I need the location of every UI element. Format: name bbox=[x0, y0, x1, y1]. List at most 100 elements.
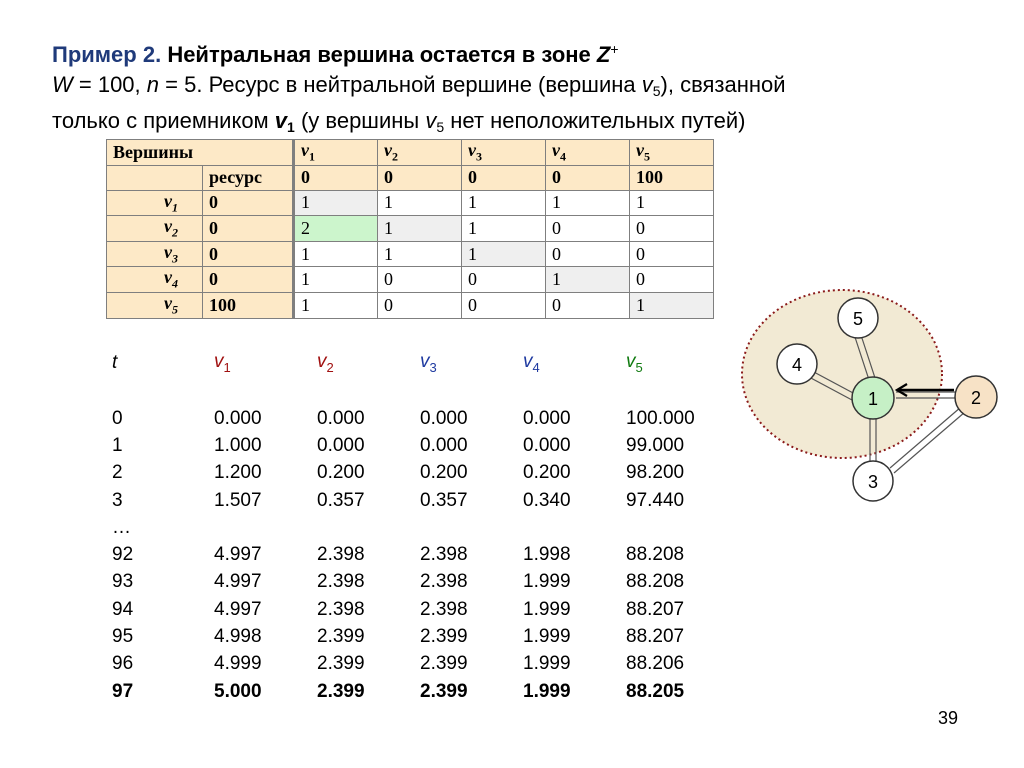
adjacency-matrix-table: Вершины v1 v2 v3 v4 v5 ресурс 0 0 0 0 10… bbox=[106, 139, 714, 319]
title-heading: Нейтральная вершина остается в зоне bbox=[167, 42, 591, 67]
v1-cell: 1.000 bbox=[214, 434, 262, 456]
matrix-cell: 1 bbox=[461, 189, 546, 217]
matrix-cell: 1 bbox=[377, 215, 462, 242]
v2-cell: 0.200 bbox=[317, 462, 365, 484]
table-row: 2 1.200 0.200 0.200 0.200 98.200 bbox=[112, 460, 736, 487]
receiver-var: v bbox=[274, 108, 288, 133]
matrix-cell: 1 bbox=[629, 291, 714, 319]
v1-cell: 4.997 bbox=[214, 544, 262, 566]
v2-cell: 2.399 bbox=[317, 680, 365, 702]
table-row: 93 4.997 2.398 2.398 1.999 88.208 bbox=[112, 569, 736, 596]
node-5: 5 bbox=[837, 297, 879, 339]
slide-title: Пример 2. Нейтральная вершина остается в… bbox=[52, 34, 992, 142]
v-sub: 5 bbox=[652, 83, 661, 99]
matrix-cell: 1 bbox=[292, 240, 378, 268]
v5-header-sub: 5 bbox=[635, 359, 643, 375]
matrix-cell: 1 bbox=[292, 291, 378, 319]
v2-header: v2 bbox=[317, 348, 420, 378]
v5-cell: 97.440 bbox=[626, 489, 685, 511]
resource-value: 0 bbox=[377, 164, 462, 191]
w-var: W bbox=[52, 72, 73, 97]
resource-value: 0 bbox=[461, 164, 546, 191]
table-row: 0 0.000 0.000 0.000 0.000 100.000 bbox=[112, 405, 736, 432]
matrix-row-header: v1 bbox=[106, 189, 203, 217]
matrix-row-resource: 0 bbox=[202, 240, 294, 268]
t-cell: 94 bbox=[112, 598, 134, 620]
v4-cell: 0.200 bbox=[523, 462, 571, 484]
v2-cell: 2.398 bbox=[317, 598, 365, 620]
v2-cell: 0.357 bbox=[317, 489, 365, 511]
v5-cell: 88.207 bbox=[626, 598, 685, 620]
node-3-label: 3 bbox=[868, 472, 878, 492]
v2-header-sub: 2 bbox=[326, 359, 334, 375]
v5-header-var: v bbox=[626, 351, 636, 373]
v1-cell: 4.997 bbox=[214, 598, 262, 620]
example-label: Пример 2. bbox=[52, 42, 162, 67]
v4-header-sub: 4 bbox=[532, 359, 540, 375]
zone-superscript: + bbox=[610, 41, 619, 57]
edge-2-3 bbox=[889, 406, 966, 474]
matrix-cell: 0 bbox=[377, 291, 462, 319]
matrix-cell: 1 bbox=[377, 240, 462, 268]
matrix-cell: 0 bbox=[545, 240, 630, 268]
v5-sub: 5 bbox=[436, 119, 445, 135]
v5-cell: 98.200 bbox=[626, 462, 685, 484]
matrix-cell: 0 bbox=[629, 215, 714, 242]
matrix-cell: 0 bbox=[461, 291, 546, 319]
table-row: 94 4.997 2.398 2.398 1.999 88.207 bbox=[112, 596, 736, 623]
v1-cell: 0.000 bbox=[214, 407, 262, 429]
v1-cell: 4.998 bbox=[214, 626, 262, 648]
matrix-cell: 1 bbox=[545, 266, 630, 293]
node-5-label: 5 bbox=[853, 309, 863, 329]
t-cell: 97 bbox=[112, 680, 134, 702]
v3-cell: 2.398 bbox=[420, 571, 468, 593]
zone-symbol: Z bbox=[596, 42, 611, 67]
table-row: 3 1.507 0.357 0.357 0.340 97.440 bbox=[112, 487, 736, 514]
t-cell: 1 bbox=[112, 434, 123, 456]
node-1-label: 1 bbox=[868, 389, 878, 409]
t-cell: 96 bbox=[112, 653, 134, 675]
node-4: 4 bbox=[776, 343, 818, 385]
matrix-cell: 1 bbox=[545, 189, 630, 217]
v4-cell: 0.340 bbox=[523, 489, 571, 511]
node-4-label: 4 bbox=[792, 355, 802, 375]
v5-cell: 88.206 bbox=[626, 653, 685, 675]
matrix-cell: 0 bbox=[461, 266, 546, 293]
v4-cell: 1.998 bbox=[523, 544, 571, 566]
t-cell: 93 bbox=[112, 571, 134, 593]
v5-cell: 88.207 bbox=[626, 626, 685, 648]
resource-value: 0 bbox=[545, 164, 630, 191]
t-header: t bbox=[112, 352, 118, 373]
n-var: n bbox=[146, 72, 160, 97]
matrix-col-header: v1 bbox=[292, 139, 378, 166]
v1-cell: 4.997 bbox=[214, 571, 262, 593]
v3-cell: 2.399 bbox=[420, 653, 468, 675]
table-row: … bbox=[112, 514, 736, 541]
v3-header-sub: 3 bbox=[429, 359, 437, 375]
line3-pre: только с приемником bbox=[52, 108, 275, 133]
matrix-cell: 1 bbox=[292, 266, 378, 293]
v5-cell: 88.208 bbox=[626, 544, 685, 566]
v1-header-sub: 1 bbox=[223, 359, 231, 375]
v2-cell: 2.399 bbox=[317, 653, 365, 675]
v2-cell: 0.000 bbox=[317, 434, 365, 456]
matrix-cell-highlighted: 2 bbox=[292, 215, 378, 242]
n-eq: = 5. Ресурс в нейтральной вершине (верши… bbox=[159, 72, 642, 97]
matrix-row-header: v4 bbox=[106, 266, 203, 293]
v3-cell: 0.200 bbox=[420, 462, 468, 484]
v5-cell: 88.208 bbox=[626, 571, 685, 593]
v4-cell: 1.999 bbox=[523, 653, 571, 675]
v5-var: v bbox=[425, 108, 437, 133]
v2-cell: 2.399 bbox=[317, 626, 365, 648]
v4-cell: 1.999 bbox=[523, 598, 571, 620]
matrix-col-header: v3 bbox=[461, 139, 546, 166]
v2-header-var: v bbox=[317, 351, 327, 373]
v4-cell: 1.999 bbox=[523, 571, 571, 593]
neutral-zone-ellipse bbox=[741, 289, 943, 459]
edge-1-4 bbox=[808, 370, 856, 401]
v4-cell: 1.999 bbox=[523, 626, 571, 648]
table-row: 96 4.999 2.399 2.399 1.999 88.206 bbox=[112, 651, 736, 678]
network-graph: 5 4 1 2 3 bbox=[741, 289, 998, 502]
matrix-row-resource: 100 bbox=[202, 291, 294, 319]
page-number: 39 bbox=[938, 708, 959, 728]
